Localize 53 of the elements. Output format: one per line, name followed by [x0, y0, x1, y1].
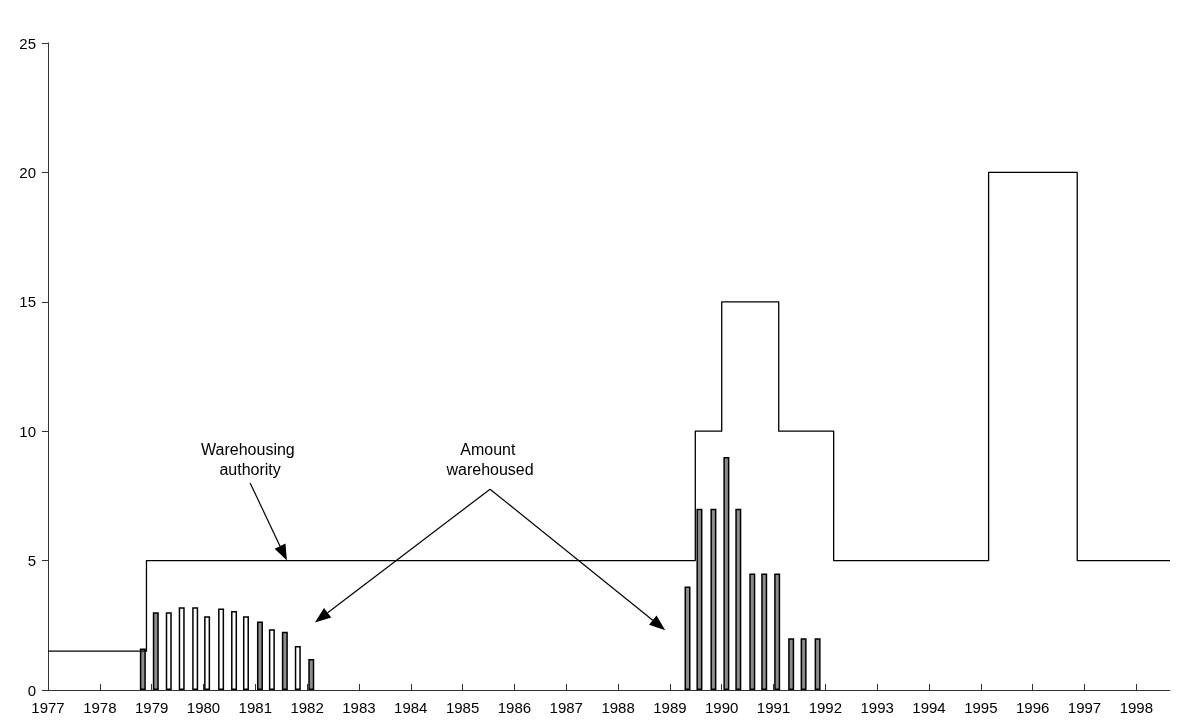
- bar: [308, 658, 315, 690]
- x-tick-label: 1995: [964, 699, 998, 716]
- bar: [749, 573, 756, 690]
- bar: [178, 607, 185, 690]
- x-tick-label: 1981: [238, 699, 272, 716]
- bar: [774, 573, 781, 690]
- bar: [684, 586, 691, 690]
- x-tick-label: 1980: [186, 699, 221, 716]
- y-tick-label: 15: [19, 293, 36, 311]
- annotation: Amount warehoused: [445, 441, 534, 479]
- x-tick-label: 1978: [83, 699, 117, 716]
- bar: [814, 638, 821, 690]
- bar: [268, 629, 275, 690]
- bar: [192, 607, 199, 690]
- bar: [800, 638, 807, 690]
- x-tick-label: 1986: [497, 699, 532, 716]
- x-tick-label: 1990: [705, 699, 739, 716]
- x-tick-label: 1984: [394, 699, 428, 716]
- x-tick-label: 1987: [549, 699, 583, 716]
- bar: [723, 457, 730, 690]
- x-tick-label: 1988: [601, 699, 635, 716]
- bar: [256, 621, 263, 690]
- bar: [761, 573, 768, 690]
- x-tick-label: 1996: [1015, 699, 1050, 716]
- x-tick-label: 1977: [31, 699, 65, 716]
- bar: [788, 638, 795, 690]
- bar: [735, 508, 742, 690]
- x-tick-label: 1993: [860, 699, 894, 716]
- x-tick-label: 1992: [808, 699, 843, 716]
- x-tick-label: 1989: [653, 699, 687, 716]
- y-tick-label: 5: [27, 552, 36, 570]
- annotation: Warehousing authority: [201, 441, 300, 479]
- x-tick-label: 1997: [1067, 699, 1102, 716]
- x-tick-label: 1998: [1119, 699, 1153, 716]
- x-tick-label: 1979: [134, 699, 169, 716]
- x-tick-label: 1985: [445, 699, 480, 716]
- x-tick-label: 1991: [756, 699, 791, 716]
- bar: [281, 631, 288, 690]
- bar: [152, 612, 159, 690]
- y-tick-label: 10: [19, 422, 36, 440]
- bar: [204, 616, 211, 690]
- x-tick-label: 1983: [342, 699, 376, 716]
- y-tick-label: 0: [27, 681, 36, 699]
- x-tick-label: 1994: [912, 699, 946, 716]
- y-tick-label: 25: [19, 34, 36, 52]
- bar: [218, 608, 225, 690]
- y-tick-label: 20: [19, 163, 36, 181]
- x-tick-label: 1982: [290, 699, 324, 716]
- bar: [231, 611, 238, 690]
- bar: [242, 616, 249, 690]
- bar: [710, 508, 717, 690]
- bar: [165, 612, 172, 690]
- bar: [294, 646, 301, 690]
